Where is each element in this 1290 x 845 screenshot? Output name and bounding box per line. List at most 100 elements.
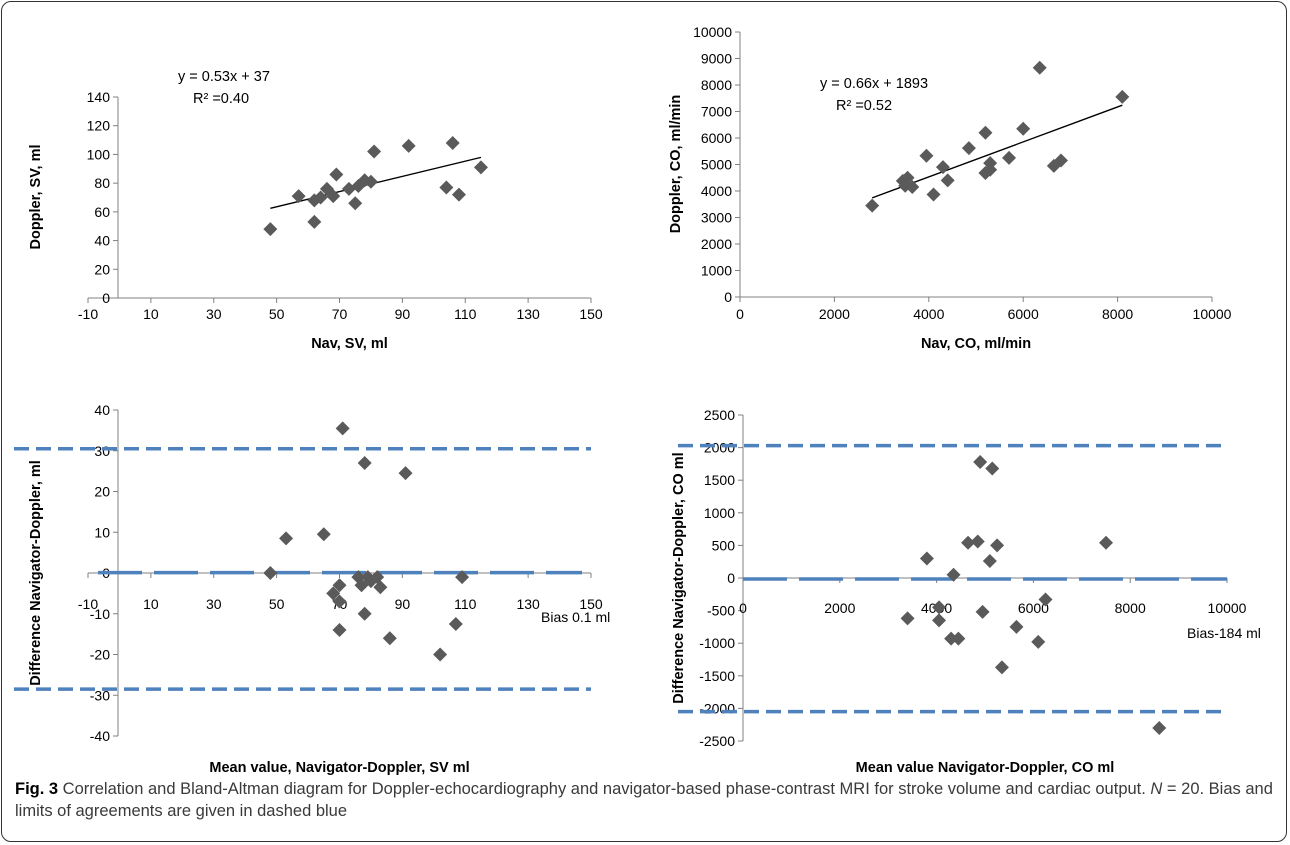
- x-tick-label: 8000: [1102, 306, 1133, 322]
- data-point: [473, 160, 488, 175]
- data-point: [961, 141, 976, 156]
- data-point: [326, 586, 341, 601]
- data-point: [398, 466, 413, 481]
- data-point: [935, 160, 950, 175]
- y-tick-label: 5000: [701, 157, 732, 173]
- data-point: [1009, 619, 1024, 634]
- y-tick-label: -1000: [699, 635, 735, 651]
- x-tick-label: 90: [395, 306, 411, 322]
- y-tick-label: -2000: [699, 700, 735, 716]
- x-tick-label: 10000: [1193, 306, 1232, 322]
- data-point: [1002, 150, 1017, 165]
- data-point: [932, 613, 947, 628]
- data-point: [451, 187, 466, 202]
- data-point: [367, 144, 382, 159]
- co-bland-altman-chart: -2500-2000-1500-1000-5000500100015002000…: [671, 407, 1261, 775]
- x-tick-label: -10: [78, 306, 98, 322]
- x-tick-label: -10: [78, 596, 98, 612]
- x-tick-label: 130: [516, 306, 540, 322]
- data-point: [983, 162, 998, 177]
- data-point: [326, 189, 341, 204]
- x-tick-label: 10: [143, 596, 159, 612]
- bias-label: Bias 0.1 ml: [541, 609, 610, 625]
- y-tick-label: 500: [712, 537, 736, 553]
- sv-correlation-chart: 0 20 40 60 80 100 120 140 -10 10 30 50 70 90 110 130 150…: [28, 69, 603, 352]
- y-axis-label: Doppler, CO, ml/min: [668, 95, 684, 234]
- data-point: [332, 594, 347, 609]
- data-point: [1032, 60, 1047, 75]
- y-tick-label: 40: [94, 233, 110, 249]
- data-point: [357, 455, 372, 470]
- data-point: [990, 538, 1005, 553]
- y-tick-label: 120: [87, 118, 111, 134]
- data-point: [946, 567, 961, 582]
- data-point: [291, 189, 306, 204]
- x-tick-label: 6000: [1018, 600, 1049, 616]
- data-point: [919, 148, 934, 163]
- y-tick-label: 0: [727, 570, 735, 586]
- data-point: [1016, 121, 1031, 136]
- y-tick-label: -2500: [699, 733, 735, 749]
- x-tick-label: 10: [143, 306, 159, 322]
- caption-n-symbol: N: [1150, 780, 1163, 798]
- data-point: [448, 616, 463, 631]
- x-tick-label: 50: [269, 596, 285, 612]
- x-axis-label: Mean value Navigator-Doppler, CO ml: [856, 760, 1115, 775]
- data-point: [316, 527, 331, 542]
- y-tick-label: -1500: [699, 668, 735, 684]
- x-tick-label: 2000: [819, 306, 850, 322]
- data-point: [445, 135, 460, 150]
- data-point: [926, 187, 941, 202]
- y-tick-label: -500: [707, 603, 735, 619]
- y-tick-label: 10: [94, 524, 110, 540]
- sv-bland-altman-chart: -40-30-20-10010203040-101030507090110130…: [14, 402, 610, 775]
- y-tick-label: 0: [724, 289, 732, 305]
- data-point: [348, 196, 363, 211]
- x-tick-label: 110: [454, 306, 477, 322]
- y-tick-label: 9000: [701, 51, 732, 67]
- y-tick-label: 20: [94, 261, 110, 277]
- data-point: [1115, 89, 1130, 104]
- y-tick-label: -10: [90, 606, 110, 622]
- x-tick-label: 0: [736, 306, 744, 322]
- y-tick-label: 4000: [701, 183, 732, 199]
- x-tick-label: 110: [454, 596, 477, 612]
- data-point: [951, 631, 966, 646]
- data-point: [1053, 153, 1068, 168]
- data-point: [335, 421, 350, 436]
- y-tick-label: 40: [94, 402, 110, 418]
- y-tick-label: 1000: [701, 263, 732, 279]
- data-point: [905, 180, 920, 195]
- caption-text-b: = 20. Bias and limits of agreements are …: [15, 780, 1273, 820]
- data-point: [373, 580, 388, 595]
- data-point: [944, 631, 959, 646]
- data-point: [961, 535, 976, 550]
- caption-text-a: Correlation and Bland-Altman diagram for…: [58, 780, 1151, 798]
- data-point: [994, 660, 1009, 675]
- data-point: [382, 631, 397, 646]
- y-tick-label: 140: [87, 89, 111, 105]
- data-point: [363, 174, 378, 189]
- x-tick-label: 30: [206, 306, 222, 322]
- x-axis-label: Mean value, Navigator-Doppler, SV ml: [209, 760, 469, 775]
- regression-equation: y = 0.66x + 1893: [820, 76, 928, 92]
- x-axis-label: Nav, CO, ml/min: [921, 336, 1031, 352]
- data-point: [1099, 535, 1113, 550]
- data-point: [975, 604, 990, 619]
- x-tick-label: 30: [206, 596, 222, 612]
- x-tick-label: 8000: [1115, 600, 1146, 616]
- y-tick-label: 2000: [704, 440, 735, 456]
- y-tick-label: 60: [94, 204, 110, 220]
- r-squared-label: R² =0.52: [836, 98, 892, 114]
- data-point: [329, 167, 344, 182]
- y-tick-label: -40: [90, 728, 110, 744]
- data-point: [455, 570, 470, 585]
- data-point: [433, 647, 448, 662]
- data-point: [900, 611, 915, 626]
- data-point: [1152, 720, 1167, 735]
- data-point: [973, 454, 988, 469]
- y-tick-label: 6000: [701, 130, 732, 146]
- data-point: [1038, 592, 1053, 607]
